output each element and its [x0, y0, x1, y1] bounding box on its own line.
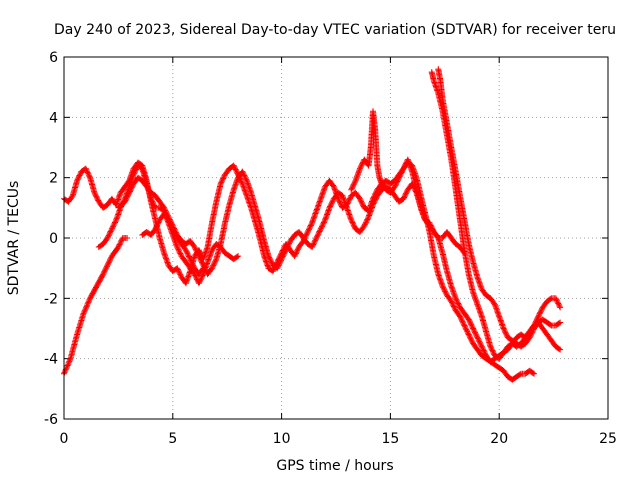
y-tick-label: -6 — [44, 412, 58, 428]
x-tick-label: 15 — [381, 431, 399, 447]
x-tick-label: 0 — [60, 431, 69, 447]
x-axis-label: GPS time / hours — [276, 458, 393, 474]
series-track-f — [348, 108, 468, 257]
y-tick-label: 4 — [49, 110, 58, 126]
data-points — [61, 66, 564, 383]
series-markers — [428, 69, 564, 362]
series-track-g — [428, 69, 564, 362]
series-markers — [435, 66, 564, 350]
x-tick-label: 20 — [490, 431, 508, 447]
y-tick-label: -2 — [44, 291, 58, 307]
axis-ticks: 0 5 10 15 20 25 -6 -4 -2 0 2 4 6 — [44, 50, 617, 447]
y-tick-label: -4 — [44, 352, 58, 368]
y-axis-label: SDTVAR / TECUs — [6, 181, 22, 296]
series-track-a — [61, 235, 131, 377]
x-tick-label: 10 — [273, 431, 291, 447]
y-tick-label: 0 — [49, 231, 58, 247]
series-track-h — [435, 66, 564, 350]
series-markers — [348, 108, 468, 257]
plot-frame — [63, 56, 609, 420]
chart-title: Day 240 of 2023, Sidereal Day-to-day VTE… — [54, 22, 616, 38]
y-tick-label: 6 — [49, 50, 58, 66]
grid — [64, 57, 608, 419]
x-tick-label: 5 — [168, 431, 177, 447]
x-tick-label: 25 — [599, 431, 617, 447]
series-markers — [61, 235, 131, 377]
y-tick-label: 2 — [49, 171, 58, 187]
